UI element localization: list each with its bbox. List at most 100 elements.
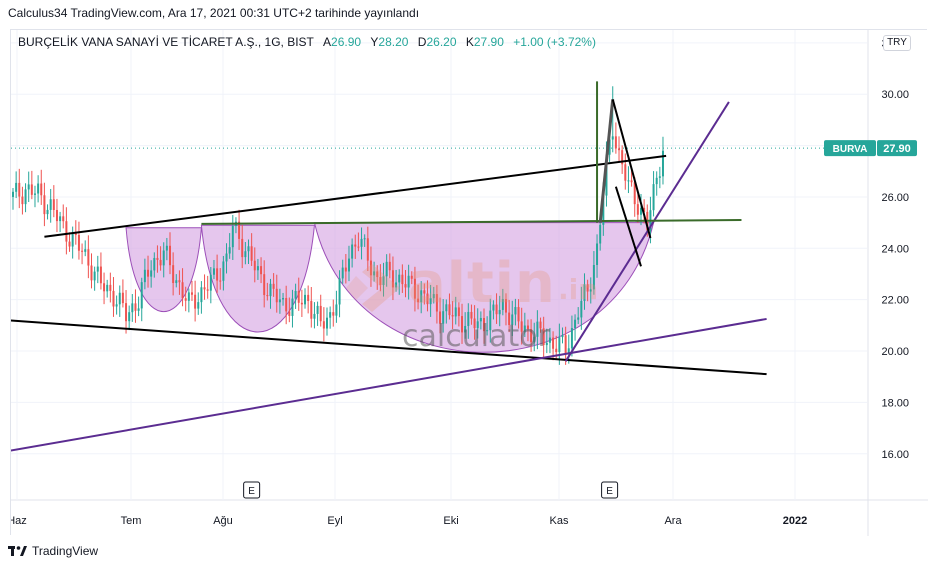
symbol-info-line[interactable]: BURÇELİK VANA SANAYİ VE TİCARET A.Ş., 1G… — [18, 35, 596, 49]
candle-body — [592, 264, 595, 290]
flagpole-line[interactable] — [598, 99, 615, 223]
candle-body — [121, 292, 124, 304]
candle-body — [454, 307, 457, 317]
currency-badge[interactable]: TRY — [883, 35, 911, 51]
candle-body — [542, 328, 545, 346]
candle-body — [580, 300, 583, 318]
candle-body — [156, 257, 159, 260]
candle-body — [316, 305, 319, 314]
candle-body — [329, 312, 332, 318]
candle-body — [526, 325, 529, 330]
candle-body — [492, 304, 495, 311]
candle-body — [369, 260, 372, 276]
candle-body — [511, 314, 514, 325]
candle-body — [596, 243, 599, 265]
candle-body — [442, 311, 445, 324]
candle-body — [77, 235, 80, 251]
candle-body — [184, 298, 187, 301]
candle-body — [624, 164, 627, 181]
candle-body — [363, 238, 366, 240]
purple-breakout-line[interactable] — [564, 101, 730, 362]
candle-body — [376, 271, 379, 278]
candle-body — [62, 216, 65, 222]
ticker-tag-box — [824, 140, 876, 157]
candle-body — [24, 189, 27, 205]
candle-body — [253, 260, 256, 271]
candle-body — [514, 307, 517, 315]
candle-body — [150, 270, 153, 277]
cup-pattern-3 — [313, 222, 655, 353]
candle-body — [395, 282, 398, 288]
candle-body — [106, 284, 109, 292]
candle-body — [55, 209, 58, 222]
candle-body — [212, 268, 215, 275]
candle-body — [128, 312, 131, 322]
candle-body — [347, 258, 350, 272]
candle-body — [495, 304, 498, 315]
candle-body — [344, 267, 347, 272]
candle-body — [461, 316, 464, 333]
candle-body — [410, 275, 413, 279]
flag-lower-line[interactable] — [614, 186, 642, 267]
footer[interactable]: TradingView — [8, 541, 98, 561]
candle-body — [222, 261, 225, 281]
candle-body — [360, 238, 363, 247]
candle-body — [90, 265, 93, 281]
candle-body — [112, 290, 115, 307]
candle-body — [307, 294, 310, 302]
candle-body — [445, 304, 448, 312]
candle-body — [417, 298, 420, 303]
candle-body — [131, 303, 134, 313]
candle-body — [84, 249, 87, 252]
candle-body — [420, 290, 423, 303]
purple-support-line[interactable] — [11, 317, 767, 452]
candle-body — [618, 148, 621, 151]
neckline-green[interactable] — [201, 219, 742, 225]
upper-wedge-line[interactable] — [44, 154, 667, 238]
time-tick-label: Haz — [11, 515, 27, 527]
candle-body — [147, 269, 150, 277]
candle-body — [256, 266, 259, 271]
earnings-marker-box[interactable] — [243, 481, 261, 499]
candle-body — [517, 307, 520, 322]
candle-body — [385, 261, 388, 277]
chart-frame[interactable]: 32.0030.0028.0026.0024.0022.0020.0018.00… — [10, 29, 928, 536]
candle-body — [423, 290, 426, 294]
candle-body — [297, 291, 300, 303]
lower-wedge-line[interactable] — [11, 319, 767, 376]
candle-body — [30, 184, 33, 195]
candle-body — [658, 176, 661, 178]
candle-body — [282, 298, 285, 300]
watermark-calculator: calculator — [402, 319, 550, 354]
candle-body — [401, 274, 404, 285]
price-chart[interactable]: 32.0030.0028.0026.0024.0022.0020.0018.00… — [11, 30, 928, 536]
candle-body — [250, 246, 253, 261]
candle-body — [652, 184, 655, 211]
candle-body — [489, 310, 492, 331]
candle-body — [169, 245, 171, 266]
earnings-marker-box[interactable] — [601, 481, 619, 499]
candle-body — [476, 321, 479, 329]
candle-body — [608, 139, 611, 155]
candle-body — [326, 317, 328, 329]
candle-body — [65, 221, 68, 242]
candle-body — [630, 180, 633, 183]
price-tick-label: 18.00 — [881, 397, 909, 409]
flag-upper-line[interactable] — [611, 99, 652, 239]
change-value: +1.00 (+3.72%) — [513, 35, 596, 49]
candle-body — [118, 292, 121, 305]
candle-body — [379, 277, 382, 286]
candle-body — [633, 182, 636, 205]
candle-body — [523, 325, 526, 332]
candle-body — [140, 282, 143, 309]
time-tick-label: Ağu — [213, 515, 233, 527]
candle-body — [640, 207, 642, 215]
candle-body — [143, 269, 146, 283]
candle-body — [115, 304, 118, 307]
candle-body — [498, 309, 501, 315]
candle-body — [21, 196, 24, 205]
candle-body — [99, 266, 102, 284]
candle-body — [46, 209, 49, 215]
last-price-tag-label: 27.90 — [883, 143, 911, 155]
candle-body — [614, 136, 617, 149]
